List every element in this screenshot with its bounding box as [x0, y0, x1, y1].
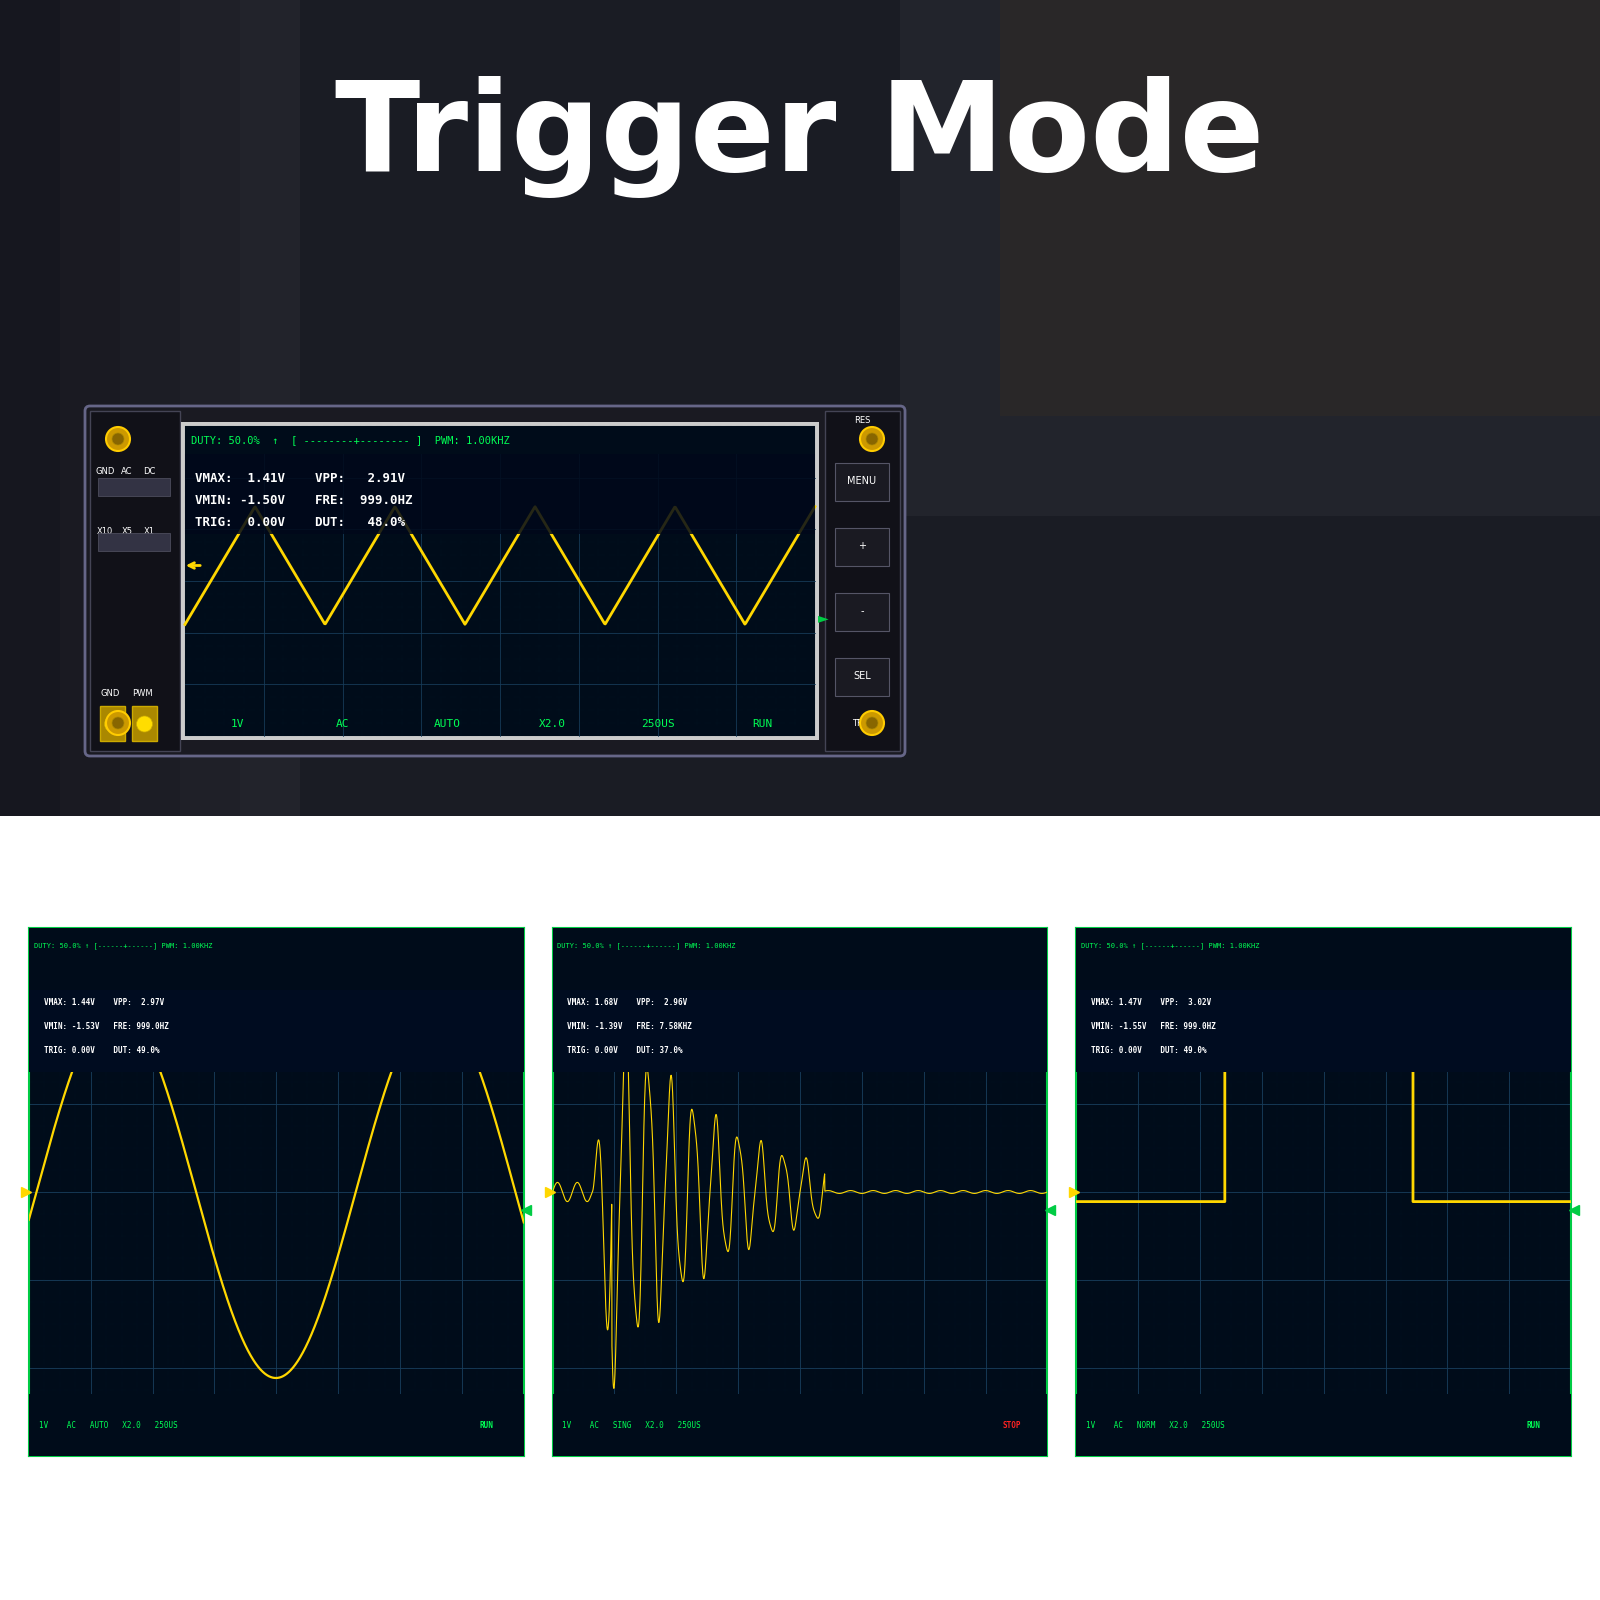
- Text: VMAX: 1.68V    VPP:  2.96V: VMAX: 1.68V VPP: 2.96V: [568, 998, 698, 1006]
- Text: Trigger Mode: Trigger Mode: [336, 75, 1264, 198]
- Text: MENU: MENU: [848, 477, 877, 486]
- Text: -: -: [861, 606, 864, 616]
- Bar: [899, 0, 1600, 515]
- Text: X2.0: X2.0: [539, 718, 566, 730]
- Text: Normal Mode: Normal Mode: [1178, 1506, 1469, 1542]
- Circle shape: [112, 434, 125, 445]
- Text: X1: X1: [144, 526, 155, 536]
- Text: X10: X10: [98, 526, 114, 536]
- Bar: [1077, 990, 1571, 1072]
- Bar: [29, 990, 523, 1072]
- Text: TRIG: TRIG: [853, 718, 872, 728]
- Bar: [552, 1394, 1048, 1456]
- Text: AC: AC: [122, 467, 133, 475]
- Text: TRIG: 0.00V    DUT: 49.0%: TRIG: 0.00V DUT: 49.0%: [1091, 1046, 1211, 1054]
- Bar: [98, 478, 170, 496]
- Text: RUN: RUN: [478, 1421, 493, 1430]
- Bar: [1077, 928, 1571, 990]
- Text: 1V: 1V: [230, 718, 245, 730]
- Bar: [61, 0, 120, 816]
- Text: TRIG: 0.00V    DUT: 49.0%: TRIG: 0.00V DUT: 49.0%: [43, 1046, 163, 1054]
- Text: PWM: PWM: [131, 690, 152, 698]
- Text: GND: GND: [96, 467, 115, 475]
- Text: VMIN: -1.55V   FRE: 999.0HZ: VMIN: -1.55V FRE: 999.0HZ: [1091, 1022, 1221, 1030]
- Bar: [90, 411, 179, 750]
- Bar: [835, 594, 890, 630]
- Text: SEL: SEL: [853, 670, 870, 682]
- Text: VMIN: -1.50V    FRE:  999.0HZ: VMIN: -1.50V FRE: 999.0HZ: [195, 494, 413, 507]
- Bar: [0, 0, 61, 816]
- Bar: [835, 462, 890, 501]
- Text: ►: ►: [818, 611, 829, 626]
- Bar: [835, 658, 890, 696]
- Bar: [835, 528, 890, 566]
- Circle shape: [104, 717, 120, 733]
- Bar: [179, 0, 240, 816]
- Text: RES: RES: [854, 416, 870, 426]
- Bar: [186, 454, 814, 534]
- Text: DUTY: 50.0% ↑ [------+------] PWM: 1.00KHZ: DUTY: 50.0% ↑ [------+------] PWM: 1.00K…: [1082, 942, 1259, 949]
- Text: Single Mode: Single Mode: [666, 1506, 934, 1542]
- Circle shape: [861, 427, 883, 451]
- Text: TRIG:  0.00V    DUT:   48.0%: TRIG: 0.00V DUT: 48.0%: [195, 515, 405, 530]
- Text: 250US: 250US: [640, 718, 674, 730]
- Bar: [552, 990, 1048, 1072]
- Text: VMAX: 1.44V    VPP:  2.97V: VMAX: 1.44V VPP: 2.97V: [43, 998, 173, 1006]
- Text: X5: X5: [122, 526, 133, 536]
- Bar: [181, 422, 819, 739]
- Bar: [1000, 0, 1600, 416]
- Bar: [552, 928, 1048, 990]
- Text: +: +: [858, 541, 866, 550]
- Text: STOP: STOP: [1003, 1421, 1021, 1430]
- Bar: [1077, 1394, 1571, 1456]
- Text: VMAX:  1.41V    VPP:   2.91V: VMAX: 1.41V VPP: 2.91V: [195, 472, 405, 485]
- Text: 1V    AC   SING   X2.0   250US: 1V AC SING X2.0 250US: [563, 1421, 701, 1430]
- Bar: [29, 928, 523, 990]
- Text: DC: DC: [142, 467, 155, 475]
- Text: AC: AC: [336, 718, 349, 730]
- Bar: [186, 426, 814, 454]
- Circle shape: [106, 710, 130, 734]
- Text: VMIN: -1.53V   FRE: 999.0HZ: VMIN: -1.53V FRE: 999.0HZ: [43, 1022, 173, 1030]
- Text: GND: GND: [101, 690, 120, 698]
- Circle shape: [136, 717, 152, 733]
- Text: Auto Mode: Auto Mode: [158, 1506, 394, 1542]
- FancyBboxPatch shape: [85, 406, 906, 757]
- Text: VMAX: 1.47V    VPP:  3.02V: VMAX: 1.47V VPP: 3.02V: [1091, 998, 1221, 1006]
- Text: DUTY: 50.0% ↑ [------+------] PWM: 1.00KHZ: DUTY: 50.0% ↑ [------+------] PWM: 1.00K…: [34, 942, 213, 949]
- Circle shape: [106, 427, 130, 451]
- Text: 1V    AC   AUTO   X2.0   250US: 1V AC AUTO X2.0 250US: [38, 1421, 178, 1430]
- Text: DUTY: 50.0% ↑ [------+------] PWM: 1.00KHZ: DUTY: 50.0% ↑ [------+------] PWM: 1.00K…: [557, 942, 736, 949]
- Text: RUN: RUN: [752, 718, 773, 730]
- Bar: [240, 0, 301, 816]
- Bar: [29, 1394, 523, 1456]
- Circle shape: [866, 434, 878, 445]
- Text: RUN: RUN: [1526, 1421, 1541, 1430]
- Circle shape: [112, 717, 125, 730]
- Circle shape: [866, 717, 878, 730]
- Bar: [120, 0, 179, 816]
- Bar: [186, 426, 814, 736]
- Bar: [131, 706, 157, 741]
- Bar: [99, 706, 125, 741]
- Circle shape: [861, 710, 883, 734]
- Text: VMIN: -1.39V   FRE: 7.58KHZ: VMIN: -1.39V FRE: 7.58KHZ: [568, 1022, 698, 1030]
- Text: DUTY: 50.0%  ↑  [ --------+-------- ]  PWM: 1.00KHZ: DUTY: 50.0% ↑ [ --------+-------- ] PWM:…: [190, 435, 510, 445]
- Text: AUTO: AUTO: [434, 718, 461, 730]
- Bar: [98, 533, 170, 550]
- Text: TRIG: 0.00V    DUT: 37.0%: TRIG: 0.00V DUT: 37.0%: [568, 1046, 688, 1054]
- Bar: [826, 411, 899, 750]
- Text: 1V    AC   NORM   X2.0   250US: 1V AC NORM X2.0 250US: [1086, 1421, 1226, 1430]
